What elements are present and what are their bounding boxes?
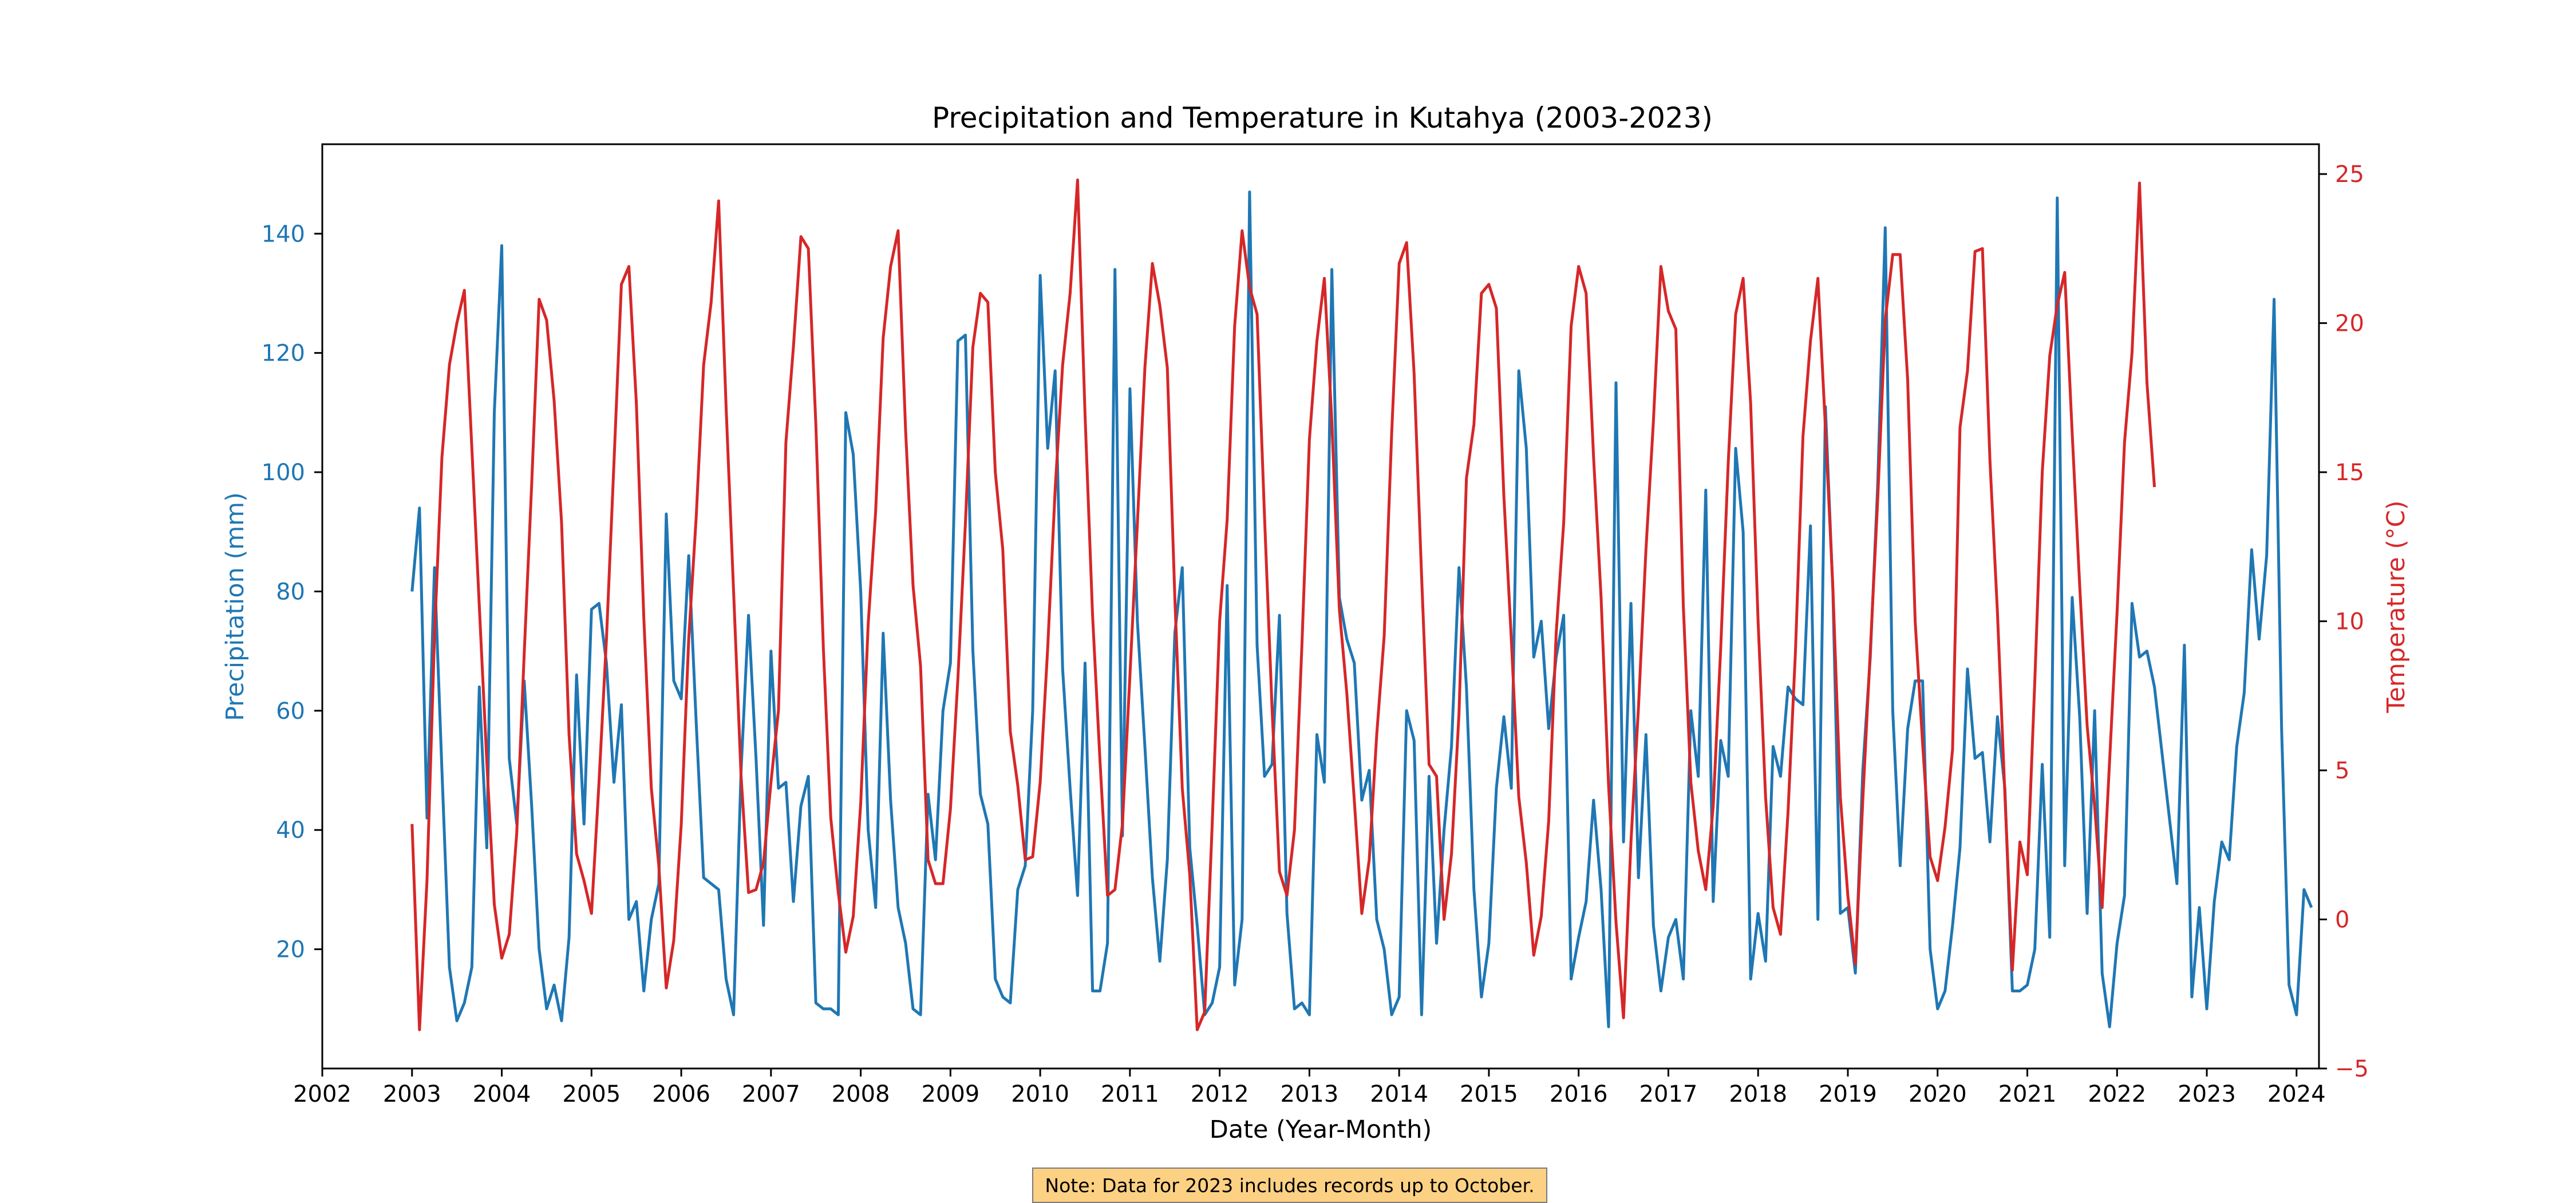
- x-axis: 2002 2003 2004 2005 2006 2007 2008 2009 2010 2011…: [293, 1069, 2326, 1107]
- x-tick-label: 2006: [652, 1081, 710, 1107]
- y-right-tick-label: 10: [2335, 609, 2364, 635]
- x-tick-label: 2013: [1281, 1081, 1339, 1107]
- y-left-tick-label: 40: [276, 817, 305, 844]
- x-tick-label: 2005: [562, 1081, 621, 1107]
- x-tick-label: 2011: [1101, 1081, 1159, 1107]
- y-left-tick-label: 100: [262, 460, 305, 486]
- y-left-tick-label: 80: [276, 579, 305, 605]
- series-line-temperature: [410, 179, 2156, 1031]
- x-tick-label: 2021: [1998, 1081, 2057, 1107]
- y-right-tick-label: 0: [2335, 907, 2349, 933]
- x-axis-title: Date (Year-Month): [1210, 1115, 1432, 1144]
- x-tick-label: 2015: [1460, 1081, 1518, 1107]
- x-tick-label: 2014: [1370, 1081, 1428, 1107]
- plot-area-frame: [321, 143, 2320, 1070]
- x-tick-label: 2004: [473, 1081, 531, 1107]
- series-line-precipitation: [410, 190, 2313, 1028]
- note-text: Note: Data for 2023 includes records up …: [1045, 1174, 1535, 1197]
- x-tick-label: 2002: [293, 1081, 351, 1107]
- y-axis-left: 20 40 60 80 100 120 140: [262, 221, 322, 963]
- x-tick-label: 2020: [1909, 1081, 1967, 1107]
- x-tick-label: 2008: [832, 1081, 890, 1107]
- y-left-tick-label: 140: [262, 221, 305, 247]
- x-tick-label: 2024: [2267, 1081, 2326, 1107]
- series-layer: [410, 179, 2313, 1031]
- x-tick-label: 2009: [921, 1081, 979, 1107]
- y-left-tick-label: 20: [276, 937, 305, 963]
- y-right-tick-label: 15: [2335, 460, 2364, 486]
- note-box: Note: Data for 2023 includes records up …: [1032, 1168, 1547, 1203]
- y-right-tick-label: 5: [2335, 758, 2349, 784]
- y-axis-right-title: Temperature (°C): [2382, 500, 2411, 713]
- y-right-tick-label: 20: [2335, 311, 2364, 337]
- x-tick-label: 2018: [1729, 1081, 1787, 1107]
- y-axis-left-title: Precipitation (mm): [221, 492, 250, 721]
- y-right-tick-label: −5: [2335, 1056, 2369, 1082]
- x-tick-label: 2016: [1550, 1081, 1608, 1107]
- x-tick-label: 2007: [742, 1081, 800, 1107]
- x-tick-label: 2023: [2178, 1081, 2236, 1107]
- x-tick-label: 2012: [1191, 1081, 1249, 1107]
- x-tick-label: 2019: [1819, 1081, 1877, 1107]
- x-tick-label: 2022: [2088, 1081, 2146, 1107]
- y-right-tick-label: 25: [2335, 161, 2364, 188]
- y-left-tick-label: 60: [276, 698, 305, 725]
- y-axis-right: −5 0 5 10 15 20 25: [2319, 161, 2369, 1082]
- x-tick-label: 2010: [1011, 1081, 1069, 1107]
- x-tick-label: 2017: [1639, 1081, 1698, 1107]
- y-left-tick-label: 120: [262, 341, 305, 367]
- x-tick-label: 2003: [383, 1081, 441, 1107]
- chart-title: Precipitation and Temperature in Kutahya…: [932, 101, 1713, 134]
